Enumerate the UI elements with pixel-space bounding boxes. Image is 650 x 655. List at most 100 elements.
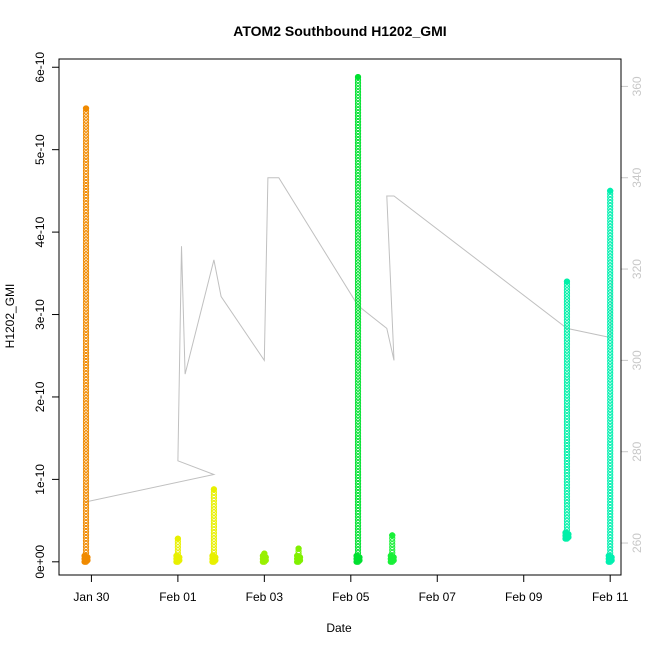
data-point (607, 343, 614, 350)
data-point (563, 371, 571, 378)
data-point (354, 298, 362, 305)
data-point (607, 537, 614, 545)
data-point (354, 127, 362, 135)
data-point (607, 307, 614, 314)
data-point (210, 497, 218, 504)
data-point (82, 141, 90, 148)
data-point (174, 544, 181, 551)
secondary-series-line (85, 177, 613, 503)
data-point (354, 531, 362, 539)
point-column (605, 187, 615, 565)
data-point (82, 212, 90, 219)
data-point (354, 226, 362, 233)
x-tick-label: Jan 30 (73, 590, 109, 604)
data-point (354, 130, 362, 138)
data-point (563, 278, 571, 285)
data-point (82, 376, 90, 383)
data-point (82, 105, 90, 112)
data-point (354, 319, 362, 326)
data-point (607, 454, 614, 461)
data-point (563, 368, 571, 375)
data-point (354, 543, 362, 551)
data-point (354, 471, 362, 479)
data-point (82, 332, 90, 339)
data-point (82, 519, 90, 527)
data-point (354, 352, 362, 359)
data-point (354, 528, 362, 536)
data-point (563, 478, 571, 485)
data-point (82, 126, 90, 133)
point-column (353, 74, 363, 565)
data-point (354, 199, 362, 206)
point-column (387, 532, 397, 565)
data-point (354, 340, 362, 347)
data-point (563, 502, 571, 509)
data-point (82, 412, 90, 419)
data-point (82, 508, 90, 515)
data-point (82, 510, 90, 518)
data-point (563, 386, 571, 393)
data-point (563, 401, 571, 408)
data-point (607, 229, 614, 236)
data-point (354, 403, 362, 410)
data-point (563, 505, 571, 512)
data-point (607, 199, 614, 206)
data-point (354, 181, 362, 188)
data-point (82, 263, 90, 270)
data-point (607, 214, 614, 221)
data-point (607, 364, 614, 371)
data-point (354, 145, 362, 152)
data-point (82, 400, 90, 407)
data-point (607, 439, 614, 446)
data-point (607, 268, 614, 275)
data-point (354, 328, 362, 335)
data-point (82, 150, 90, 157)
data-point (563, 442, 571, 450)
data-point (82, 499, 90, 506)
data-point (607, 510, 614, 518)
data-point (82, 406, 90, 413)
data-point (82, 481, 90, 488)
data-point (82, 159, 90, 166)
data-point (82, 517, 90, 524)
data-point (82, 463, 90, 470)
data-point (605, 552, 612, 559)
data-point (354, 367, 362, 374)
data-point (82, 132, 90, 139)
data-point (607, 295, 614, 302)
data-point (82, 514, 90, 521)
data-point (82, 144, 90, 151)
data-point (82, 191, 90, 199)
data-point (354, 358, 362, 365)
data-point (354, 346, 362, 353)
data-point (210, 500, 218, 507)
data-point (607, 313, 614, 320)
data-point (563, 466, 571, 474)
data-point (82, 484, 90, 491)
data-point (354, 268, 362, 275)
data-point (354, 337, 362, 344)
data-point (607, 531, 614, 539)
data-point (354, 412, 362, 419)
data-point (607, 400, 614, 407)
data-point (210, 492, 218, 499)
data-point (607, 187, 614, 194)
data-point (607, 403, 614, 410)
data-point (354, 436, 362, 443)
data-point (354, 157, 362, 164)
data-point (354, 445, 362, 452)
data-point (82, 203, 90, 210)
data-point (82, 439, 90, 446)
data-point (82, 230, 90, 237)
y2-tick-label: 260 (630, 533, 644, 553)
data-point (82, 460, 90, 467)
data-point (563, 341, 571, 348)
y-tick-label: 5e-10 (33, 134, 47, 165)
data-point (82, 493, 90, 500)
data-point (607, 546, 614, 553)
data-point (563, 326, 571, 333)
data-point (82, 525, 90, 533)
data-point (174, 541, 181, 548)
